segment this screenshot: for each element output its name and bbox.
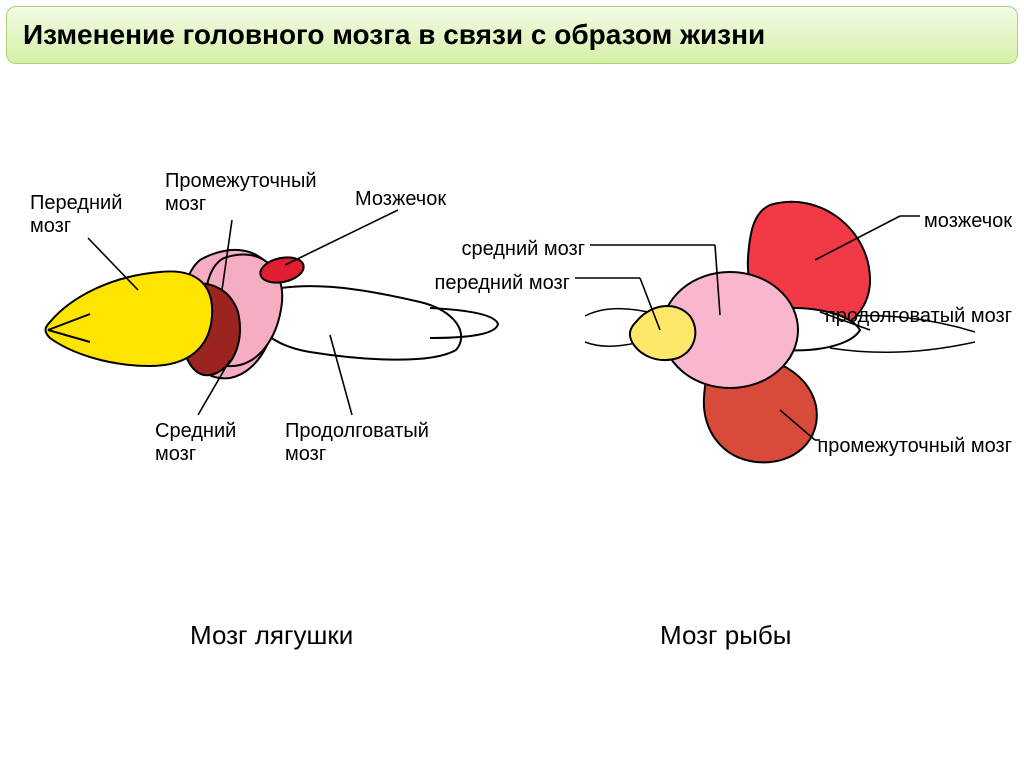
brain-diagrams-svg: [0, 80, 1024, 767]
frog-caption: Мозг лягушки: [190, 620, 353, 651]
diagram-stage: Передний мозг Промежуточный мозг Мозжечо…: [0, 80, 1024, 767]
fish-caption: Мозг рыбы: [660, 620, 791, 651]
title-bar: Изменение головного мозга в связи с обра…: [6, 6, 1018, 64]
fish-label-midbrain: средний мозг: [0, 238, 585, 261]
fish-label-cerebellum: мозжечок: [0, 210, 1012, 233]
fish-brain: [575, 202, 975, 463]
page-title: Изменение головного мозга в связи с обра…: [23, 19, 765, 51]
fish-label-medulla: продолговатый мозг: [0, 305, 1012, 328]
fish-label-diencephalon: промежуточный мозг: [0, 435, 1012, 458]
fish-label-forebrain: передний мозг: [0, 272, 570, 295]
frog-label-cerebellum: Мозжечок: [355, 188, 446, 211]
